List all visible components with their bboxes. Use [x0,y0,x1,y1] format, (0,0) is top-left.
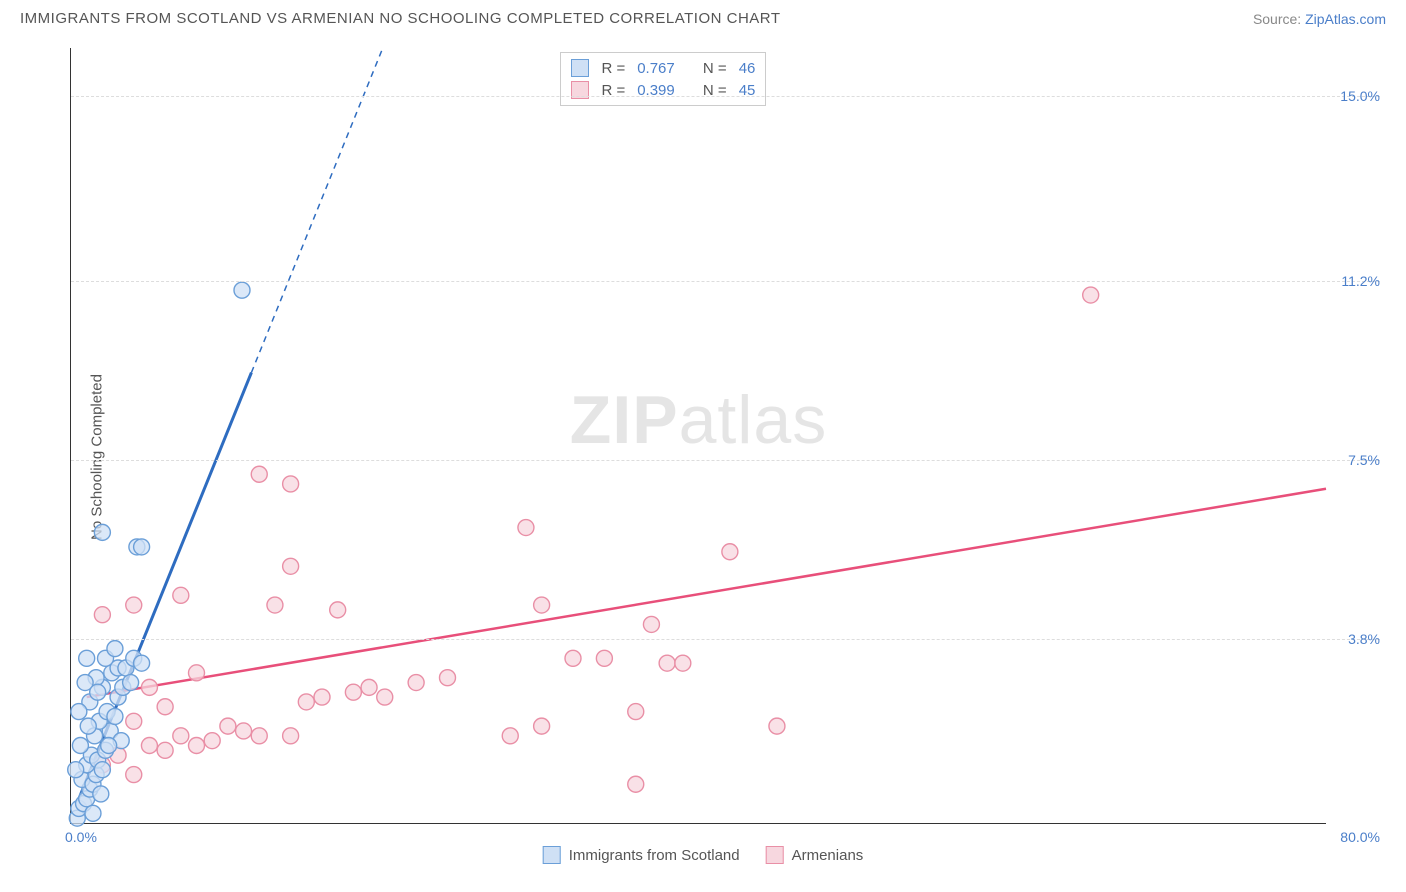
point-scotland [94,762,110,778]
chart-title: IMMIGRANTS FROM SCOTLAND VS ARMENIAN NO … [20,10,781,27]
series-label-armenian: Armenians [792,847,864,864]
point-armenian [769,718,785,734]
point-armenian [173,728,189,744]
point-armenian [157,742,173,758]
y-tick-label: 11.2% [1330,273,1380,289]
point-armenian [722,544,738,560]
point-armenian [518,520,534,536]
point-armenian [141,738,157,754]
point-armenian [236,723,252,739]
point-armenian [267,597,283,613]
y-tick-label: 15.0% [1330,88,1380,104]
point-armenian [283,558,299,574]
point-armenian [330,602,346,618]
point-armenian [628,704,644,720]
trendline-armenian [87,489,1326,697]
point-armenian [1083,287,1099,303]
source-prefix: Source: [1253,11,1305,27]
point-armenian [220,718,236,734]
point-scotland [93,786,109,802]
point-armenian [675,655,691,671]
y-tick-label: 3.8% [1330,631,1380,647]
point-armenian [204,733,220,749]
point-armenian [408,675,424,691]
header: IMMIGRANTS FROM SCOTLAND VS ARMENIAN NO … [0,0,1406,33]
y-tick-label: 7.5% [1330,452,1380,468]
point-scotland [107,708,123,724]
point-armenian [659,655,675,671]
point-armenian [251,728,267,744]
point-scotland [68,762,84,778]
point-armenian [251,466,267,482]
point-armenian [141,679,157,695]
point-armenian [173,587,189,603]
point-scotland [107,641,123,657]
x-origin-label: 0.0% [65,829,97,845]
x-max-label: 80.0% [1340,829,1380,845]
gridline [71,281,1380,282]
point-scotland [79,650,95,666]
gridline [71,96,1380,97]
point-armenian [565,650,581,666]
point-scotland [134,655,150,671]
point-armenian [596,650,612,666]
point-armenian [628,776,644,792]
swatch-armenian [766,846,784,864]
point-armenian [94,607,110,623]
point-scotland [101,738,117,754]
point-scotland [72,738,88,754]
point-armenian [126,767,142,783]
point-armenian [534,597,550,613]
point-armenian [361,679,377,695]
point-scotland [234,282,250,298]
point-armenian [126,713,142,729]
legend-item-scotland: Immigrants from Scotland [543,846,740,864]
point-scotland [71,704,87,720]
gridline [71,460,1380,461]
plot-svg [71,48,1326,823]
source-attribution: Source: ZipAtlas.com [1253,11,1386,27]
point-armenian [345,684,361,700]
plot-area: ZIPatlas R = 0.767 N = 46 R = 0.399 N = … [70,48,1326,824]
point-scotland [123,675,139,691]
point-armenian [283,476,299,492]
point-scotland [80,718,96,734]
point-armenian [377,689,393,705]
point-armenian [126,597,142,613]
point-armenian [298,694,314,710]
point-armenian [643,616,659,632]
point-armenian [534,718,550,734]
point-armenian [157,699,173,715]
legend-bottom: Immigrants from Scotland Armenians [543,846,864,864]
series-label-scotland: Immigrants from Scotland [569,847,740,864]
point-scotland [90,684,106,700]
legend-item-armenian: Armenians [766,846,864,864]
point-armenian [440,670,456,686]
point-armenian [189,665,205,681]
point-scotland [94,524,110,540]
point-armenian [283,728,299,744]
point-armenian [314,689,330,705]
swatch-scotland [543,846,561,864]
gridline [71,639,1380,640]
point-scotland [85,805,101,821]
point-armenian [189,738,205,754]
point-armenian [502,728,518,744]
point-scotland [134,539,150,555]
source-link[interactable]: ZipAtlas.com [1305,11,1386,27]
chart-container: No Schooling Completed ZIPatlas R = 0.76… [20,42,1386,872]
